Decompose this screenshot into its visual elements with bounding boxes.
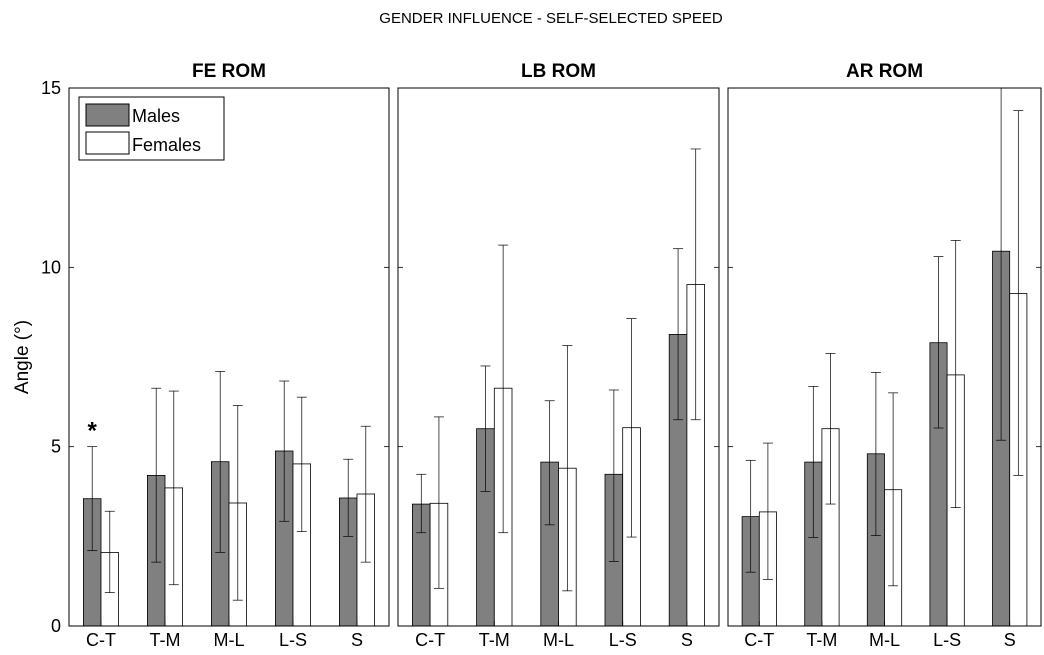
x-tick-label-T-M: T-M <box>806 630 837 650</box>
x-tick-label-M-L: M-L <box>543 630 574 650</box>
panels: C-T T-M M-L L-S S 0 5 10 15 FE ROM * C-T T-M M-L L-S S L… <box>41 61 1042 650</box>
y-tick-label-15: 15 <box>41 78 61 98</box>
x-tick-label-M-L: M-L <box>214 630 245 650</box>
panel-frame <box>397 87 720 627</box>
panel-title: AR ROM <box>846 61 923 82</box>
panel-frame <box>68 87 390 627</box>
x-tick-label-L-S: L-S <box>279 630 307 650</box>
legend-swatch-males <box>85 103 130 127</box>
legend-label-males: Males <box>132 106 180 126</box>
panel-title: FE ROM <box>192 61 266 82</box>
y-tick-label-10: 10 <box>41 257 61 277</box>
x-tick-label-L-S: L-S <box>933 630 961 650</box>
panel-1: C-T T-M M-L L-S S 0 5 10 15 FE ROM * <box>41 61 390 650</box>
x-tick-label-T-M: T-M <box>150 630 181 650</box>
x-tick-label-T-M: T-M <box>479 630 510 650</box>
figure-title: GENDER INFLUENCE - SELF-SELECTED SPEED <box>379 10 723 27</box>
panel-title: LB ROM <box>521 61 596 82</box>
x-tick-label-C-T: C-T <box>86 630 116 650</box>
x-tick-label-S: S <box>681 630 693 650</box>
legend-swatch-females <box>85 131 130 155</box>
x-tick-label-S: S <box>351 630 363 650</box>
x-tick-label-C-T: C-T <box>415 630 445 650</box>
significance-marker: * <box>88 418 98 445</box>
y-axis-label: Angle (°) <box>12 320 33 394</box>
x-tick-label-C-T: C-T <box>744 630 774 650</box>
x-tick-label-L-S: L-S <box>609 630 637 650</box>
x-tick-label-S: S <box>1004 630 1016 650</box>
y-tick-label-5: 5 <box>51 437 61 457</box>
panel-frame <box>727 87 1042 627</box>
y-tick-label-0: 0 <box>51 616 61 636</box>
legend: Males Females <box>78 96 225 161</box>
panel-2: C-T T-M M-L L-S S LB ROM <box>397 61 720 650</box>
legend-label-females: Females <box>132 135 201 155</box>
panel-3: C-T T-M M-L L-S S AR ROM <box>727 61 1042 650</box>
x-tick-label-M-L: M-L <box>869 630 900 650</box>
